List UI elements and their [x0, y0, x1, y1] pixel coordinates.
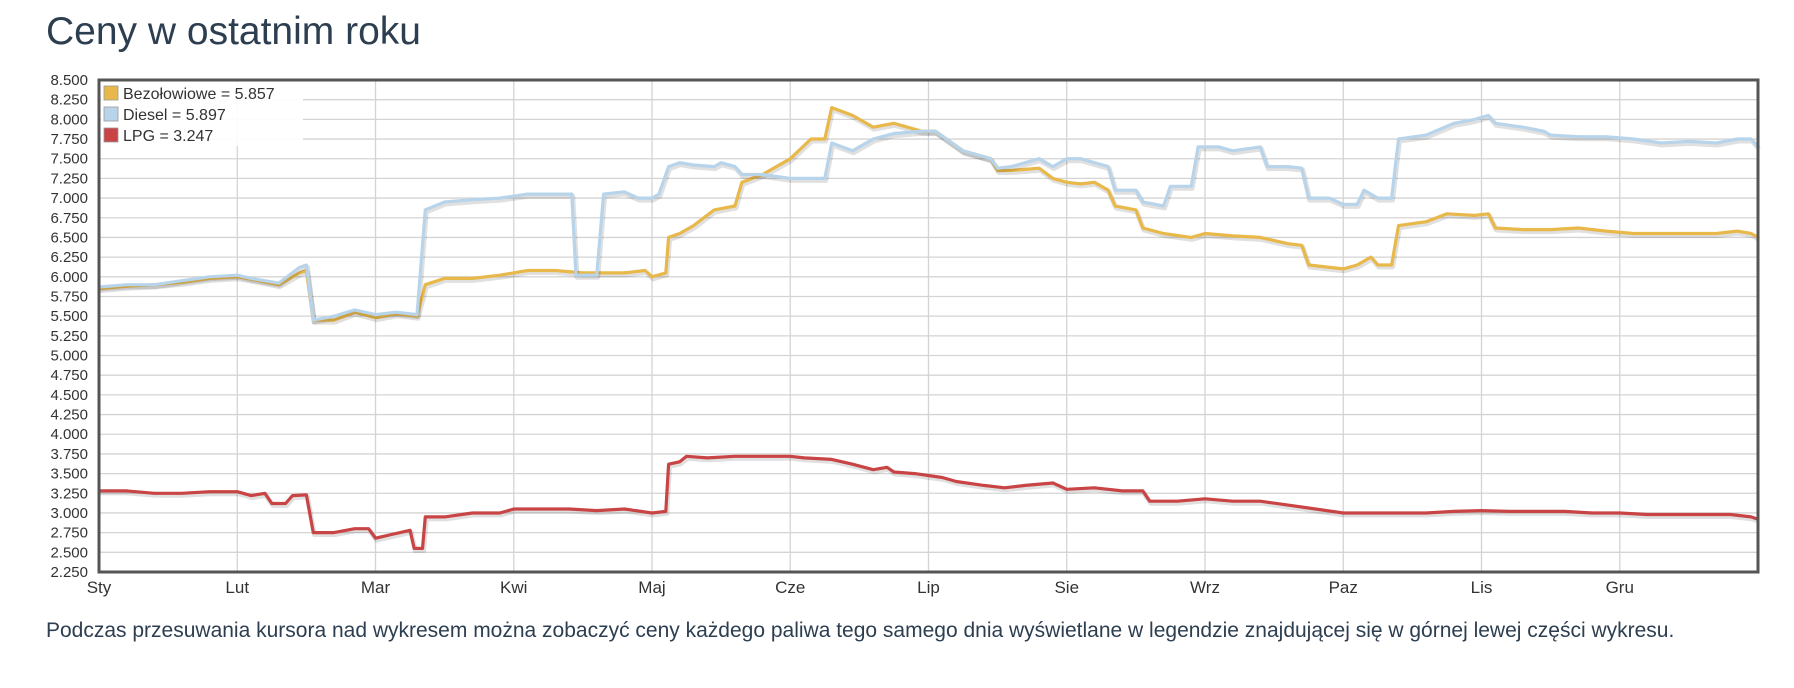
y-tick-label: 8.000: [50, 111, 88, 128]
x-tick-label: Mar: [361, 578, 391, 597]
chart-caption: Podczas przesuwania kursora nad wykresem…: [46, 619, 1675, 642]
y-tick-label: 5.000: [50, 348, 88, 365]
x-axis: Sty Lut Mar Kwi Maj Cze Lip Sie Wrz Paz Lis Gru: [87, 578, 1634, 597]
legend-label: LPG = 3.247: [123, 128, 213, 145]
series-line-diesel[interactable]: [98, 113, 1760, 322]
y-tick-label: 4.750: [50, 367, 88, 384]
y-tick-label: 8.500: [50, 72, 88, 89]
x-tick-label: Wrz: [1190, 578, 1220, 597]
y-tick-label: 5.250: [50, 328, 88, 345]
grid-layer: [98, 79, 1758, 573]
price-chart[interactable]: 8.500 8.250 8.000 7.750 7.500 7.250 7.000 6.750…: [0, 0, 1794, 600]
y-tick-label: 6.250: [50, 249, 88, 266]
y-tick-label: 3.000: [50, 505, 88, 522]
x-tick-label: Cze: [775, 578, 805, 597]
y-tick-label: 5.500: [50, 308, 88, 325]
x-tick-label: Paz: [1329, 578, 1358, 597]
price-chart-svg[interactable]: 8.500 8.250 8.000 7.750 7.500 7.250 7.000 6.750…: [0, 0, 1794, 600]
y-tick-label: 2.750: [50, 525, 88, 542]
y-tick-label: 3.750: [50, 446, 88, 463]
legend-swatch: [103, 127, 119, 143]
x-tick-label: Sie: [1054, 578, 1079, 597]
series-line-shadow: [100, 455, 1760, 553]
y-tick-label: 7.250: [50, 170, 88, 187]
y-tick-label: 3.250: [50, 485, 88, 502]
y-tick-label: 6.500: [50, 229, 88, 246]
legend-label: Bezołowiowe = 5.857: [123, 86, 275, 103]
x-tick-label: Lut: [225, 578, 249, 597]
y-tick-label: 3.500: [50, 466, 88, 483]
x-tick-label: Lis: [1471, 578, 1493, 597]
y-tick-label: 5.750: [50, 288, 88, 305]
y-tick-label: 4.500: [50, 387, 88, 404]
y-tick-label: 2.500: [50, 544, 88, 561]
y-tick-label: 4.250: [50, 407, 88, 424]
legend-swatch: [103, 106, 119, 122]
y-tick-label: 7.500: [50, 151, 88, 168]
y-tick-label: 8.250: [50, 92, 88, 109]
y-tick-label: 6.000: [50, 269, 88, 286]
y-axis: 8.500 8.250 8.000 7.750 7.500 7.250 7.000 6.750…: [50, 72, 88, 581]
y-tick-label: 6.750: [50, 210, 88, 227]
page-title: Ceny w ostatnim roku: [46, 10, 421, 53]
x-tick-label: Gru: [1606, 578, 1634, 597]
plot-area-border: [97, 78, 1760, 574]
x-tick-label: Kwi: [500, 578, 527, 597]
legend-label: Diesel = 5.897: [123, 107, 226, 124]
legend-background: [101, 82, 303, 146]
x-tick-label: Maj: [638, 578, 665, 597]
y-tick-label: 2.250: [50, 564, 88, 581]
chart-legend: Bezołowiowe = 5.857 Diesel = 5.897 LPG = 3…: [101, 82, 303, 146]
series-line-lpg[interactable]: [99, 454, 1759, 550]
y-tick-label: 7.000: [50, 190, 88, 207]
y-tick-label: 4.000: [50, 426, 88, 443]
series-layer: [98, 106, 1761, 553]
y-tick-label: 7.750: [50, 131, 88, 148]
legend-swatch: [103, 85, 119, 101]
x-tick-label: Lip: [917, 578, 940, 597]
x-tick-label: Sty: [87, 578, 112, 597]
